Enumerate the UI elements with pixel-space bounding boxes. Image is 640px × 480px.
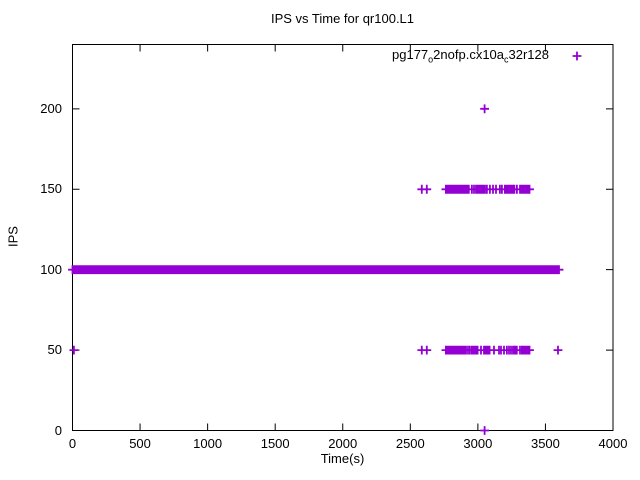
chart-title: IPS vs Time for qr100.L1: [270, 11, 415, 26]
x-tick-label: 1500: [260, 436, 290, 451]
x-tick-label: 3500: [530, 436, 560, 451]
plot-border: [72, 44, 614, 431]
x-tick-label: 500: [129, 436, 151, 451]
x-tick-label: 0: [68, 436, 77, 451]
x-axis-title: Time(s): [320, 451, 365, 466]
legend-marker-plus-icon: [572, 51, 582, 61]
legend-label: pg177o2nofp.cx10ac32r128: [392, 47, 549, 65]
x-tick-label: 2500: [395, 436, 425, 451]
legend-label-part: 2nofp.cx10a: [433, 47, 505, 62]
legend-label-part: pg177: [392, 47, 429, 62]
series-points: [68, 104, 564, 435]
x-tick-label: 2000: [328, 436, 358, 451]
legend: pg177o2nofp.cx10ac32r128: [392, 47, 583, 65]
x-tick-label: 4000: [598, 436, 628, 451]
y-tick-label: 100: [40, 261, 62, 277]
x-tick-label: 1000: [193, 436, 223, 451]
x-tick-label: 3000: [463, 436, 493, 451]
legend-label-subscript: c: [504, 54, 509, 65]
tick-marks: [72, 44, 614, 431]
y-tick-label: 150: [40, 181, 62, 197]
legend-label-subscript: o: [428, 54, 434, 65]
legend-label-part: 32r128: [508, 47, 549, 62]
y-tick-label: 200: [40, 100, 62, 116]
y-tick-label: 0: [54, 422, 62, 438]
y-tick-label: 50: [47, 342, 62, 358]
